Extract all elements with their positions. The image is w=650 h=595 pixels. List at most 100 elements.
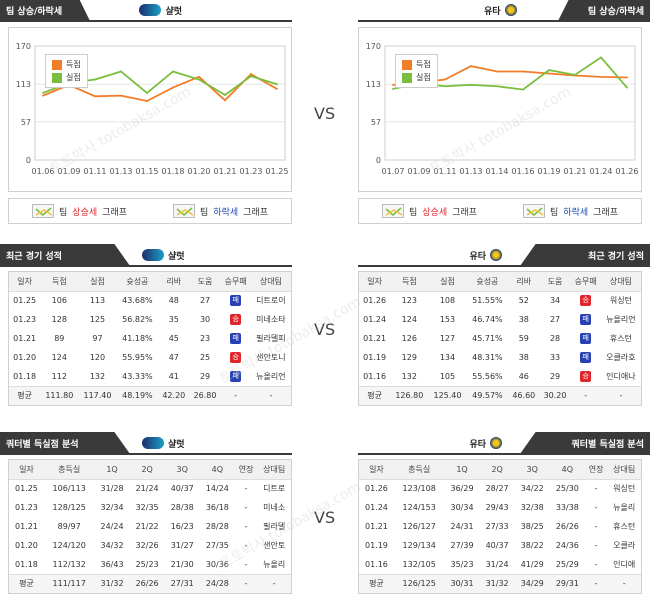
- left-trend-title: 팀 상승/하락세: [0, 0, 90, 21]
- average-cell: 46.60: [508, 385, 540, 405]
- table-cell: 47: [168, 353, 179, 362]
- table-row: 01.24 124/153 30/34 29/43 32/38 33/38 - 뉴올리: [359, 498, 641, 517]
- table-row: 01.21 89 97 41.18% 45 23 패 필라델피: [9, 329, 291, 348]
- column-header: 연장: [584, 460, 608, 480]
- btn-team-label: 팀: [59, 207, 68, 218]
- table-cell: 01.26: [364, 484, 388, 494]
- table-cell: 105: [439, 371, 456, 381]
- column-header: 3Q: [514, 460, 550, 480]
- column-header: 일자: [359, 460, 394, 480]
- average-cell: 평균: [359, 573, 394, 593]
- left-trend-chart-panel: 170 113 57 0 01.06 01.09 01.11 01.13 01.15 01.18 0…: [8, 27, 292, 192]
- table-cell: 34/22: [520, 484, 544, 494]
- data-point: [94, 95, 96, 98]
- table-cell: 48.31%: [472, 353, 503, 362]
- rising-graph-button[interactable]: 팀 상승세 그래프: [32, 204, 127, 218]
- hornets-logo-icon: [142, 437, 164, 449]
- loss-badge: 패: [580, 352, 592, 363]
- y-tick-label: 170: [366, 42, 381, 51]
- table-cell: 97: [92, 334, 103, 343]
- data-point: [198, 75, 200, 78]
- table-cell: -: [594, 522, 598, 531]
- table-cell: 32/38: [520, 503, 544, 512]
- table-cell: 16/23: [170, 522, 194, 531]
- vs-label-top: VS: [314, 104, 336, 123]
- data-point: [224, 99, 226, 102]
- average-cell: 평균: [9, 385, 41, 405]
- left-quarter-section: 쿼터별 득실점 분석 샬럿 일자 총득실 1Q 2Q 3Q 4Q 연장 상대팀 01.25 106…: [0, 432, 292, 594]
- table-row: 01.16 132/105 35/23 31/24 41/29 25/29 - 인디애: [359, 555, 641, 574]
- data-point: [574, 73, 576, 76]
- average-cell: 111/117: [43, 573, 95, 593]
- table-row: 01.19 129/134 27/39 40/37 38/22 24/36 - 오클라: [359, 536, 641, 555]
- table-cell: 필라델: [263, 522, 286, 531]
- average-cell: 34/29: [514, 573, 550, 593]
- table-cell: 108: [439, 296, 456, 306]
- x-tick-label: 01.13: [110, 167, 133, 176]
- table-cell: 29: [549, 371, 561, 381]
- x-tick-label: 01.11: [84, 167, 107, 176]
- column-header: 총득실: [43, 460, 95, 480]
- falling-graph-button[interactable]: 팀 하락세 그래프: [173, 204, 268, 218]
- legend-scored-label: 득점: [66, 60, 81, 69]
- table-cell: 27: [549, 315, 561, 324]
- allowed-swatch: [52, 72, 62, 83]
- average-cell: 27/31: [164, 573, 200, 593]
- btn-up-label: 상승세: [422, 207, 448, 218]
- table-cell: 27: [199, 296, 211, 306]
- table-cell: 123: [401, 296, 417, 306]
- table-cell: 112: [51, 371, 67, 381]
- right-trend-header: 유타 팀 상승/하락세: [358, 0, 650, 22]
- table-cell: 24/31: [450, 522, 474, 531]
- data-point: [392, 83, 394, 86]
- table-cell: 43.68%: [122, 296, 153, 306]
- btn-graph-label: 그래프: [593, 207, 618, 218]
- x-tick-label: 01.09: [408, 167, 431, 176]
- table-cell: 34/32: [100, 541, 124, 550]
- y-tick-label: 0: [376, 156, 381, 165]
- table-header-row: 일자 득점 실점 슛성공 리바 도움 승무패 상대팀: [9, 272, 291, 292]
- table-cell: 29: [199, 371, 211, 381]
- table-row: 01.21 89/97 24/24 21/22 16/23 28/28 - 필라델: [9, 517, 291, 536]
- data-point: [444, 78, 446, 81]
- table-cell: 01.19: [364, 541, 388, 550]
- table-cell: 38/25: [520, 522, 544, 531]
- x-tick-label: 01.09: [58, 167, 81, 176]
- right-quarter-header: 유타 쿼터별 득실점 분석: [358, 432, 650, 455]
- column-header: 상대팀: [250, 272, 291, 292]
- falling-graph-button[interactable]: 팀 하락세 그래프: [523, 204, 618, 218]
- table-cell: 38/22: [520, 541, 544, 550]
- data-point: [120, 70, 122, 73]
- win-badge: 승: [230, 314, 242, 325]
- table-row: 01.18 112/132 36/43 25/23 21/30 30/36 - 뉴올리: [9, 555, 291, 574]
- table-cell: 51.55%: [472, 296, 503, 306]
- rising-graph-button[interactable]: 팀 상승세 그래프: [382, 204, 477, 218]
- data-point: [548, 72, 550, 75]
- left-chart-legend: 득점 실점: [45, 54, 88, 88]
- table-cell: 01.18: [14, 559, 38, 569]
- data-point: [172, 86, 174, 89]
- table-cell: 35: [168, 315, 179, 324]
- btn-graph-label: 그래프: [243, 207, 268, 218]
- left-quarter-header: 쿼터별 득실점 분석 샬럿: [0, 432, 292, 455]
- right-chart-legend: 득점 실점: [395, 54, 438, 88]
- table-row: 01.16 132 105 55.56% 46 29 승 인디애나: [359, 367, 641, 386]
- data-point: [600, 75, 602, 78]
- data-point: [496, 85, 498, 88]
- column-header: 일자: [9, 460, 44, 480]
- table-cell: 129: [401, 353, 417, 362]
- average-cell: 24/28: [199, 573, 235, 593]
- table-row: 01.21 126 127 45.71% 59 28 패 휴스턴: [359, 329, 641, 348]
- table-cell: 124/153: [402, 503, 436, 512]
- right-quarter-table: 일자 총득실 1Q 2Q 3Q 4Q 연장 상대팀 01.26 123/108 36/29 28/27…: [359, 460, 641, 593]
- column-header: 상대팀: [600, 272, 641, 292]
- table-cell: 01.16: [363, 371, 387, 381]
- average-cell: 평균: [359, 385, 391, 405]
- table-cell: 113: [89, 296, 106, 306]
- left-recent-table-panel: 일자 득점 실점 슛성공 리바 도움 승무패 상대팀 01.25 106 113 43.68% 48 27…: [8, 271, 292, 406]
- average-cell: -: [250, 385, 291, 405]
- table-cell: -: [594, 503, 598, 512]
- column-header: 총득실: [393, 460, 445, 480]
- table-cell: 24/24: [100, 522, 124, 531]
- x-tick-label: 01.14: [486, 167, 509, 176]
